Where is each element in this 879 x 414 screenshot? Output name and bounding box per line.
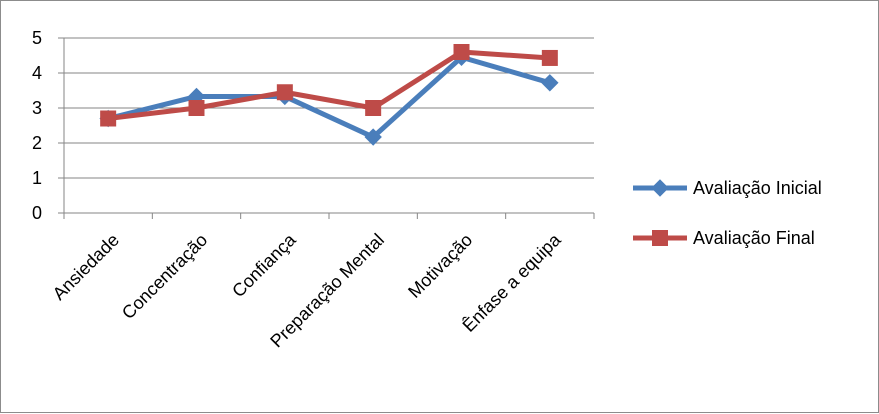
y-tick-label: 0	[32, 203, 42, 223]
legend-label-avaliacao-final: Avaliação Final	[693, 228, 815, 248]
data-point-avaliacao-final	[100, 110, 117, 127]
y-tick-label: 3	[32, 98, 42, 118]
x-tick-label: Motivação	[404, 230, 476, 302]
data-point-avaliacao-final	[453, 44, 470, 60]
data-point-avaliacao-final	[188, 100, 205, 116]
x-tick-label: Confiança	[228, 229, 300, 301]
y-tick-label: 4	[32, 63, 42, 83]
data-point-avaliacao-inicial	[541, 74, 559, 92]
data-point-avaliacao-final	[365, 100, 382, 116]
y-tick-label: 1	[32, 168, 42, 188]
y-tick-label: 2	[32, 133, 42, 153]
data-point-avaliacao-inicial	[364, 128, 382, 146]
series-line-avaliacao-inicial	[105, 54, 553, 140]
series-line-avaliacao-final	[105, 49, 553, 121]
legend-marker-avaliacao-inicial	[651, 179, 669, 197]
y-tick-label: 5	[32, 28, 42, 48]
data-point-avaliacao-final	[276, 84, 293, 101]
x-tick-label: Ansiedade	[49, 230, 123, 304]
legend-marker-avaliacao-final	[652, 230, 668, 246]
data-point-avaliacao-final	[541, 49, 558, 66]
legend-label-avaliacao-inicial: Avaliação Inicial	[693, 178, 822, 198]
x-tick-label: Concentração	[118, 230, 211, 323]
